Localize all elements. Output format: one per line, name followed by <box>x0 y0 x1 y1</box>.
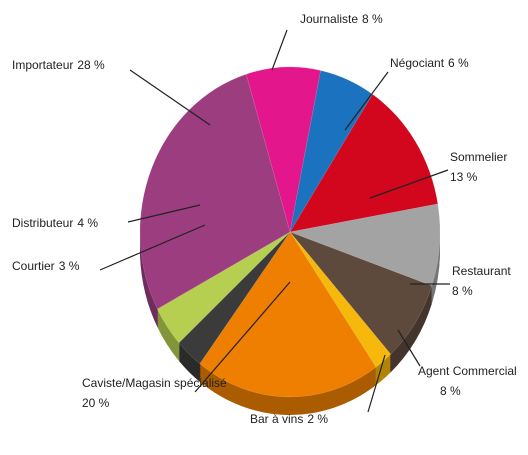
leader-line <box>99 224 206 271</box>
pie-slice <box>199 231 377 398</box>
value-label: 20 % <box>82 396 110 410</box>
pie-slice <box>139 73 291 310</box>
slice-label: Sommelier <box>450 150 507 164</box>
leader-line <box>127 204 201 223</box>
pie-slice <box>289 231 433 355</box>
value-label: 8 % <box>452 284 473 298</box>
leader-line <box>194 281 291 393</box>
leader-line <box>271 29 288 71</box>
leader-line <box>397 329 421 367</box>
value-label: 8 % <box>362 12 383 26</box>
value-label: 4 % <box>77 216 98 230</box>
slice-label: Bar à vins <box>250 412 303 426</box>
slice-label: Journaliste <box>300 12 358 26</box>
slice-label: Caviste/Magasin spécialisé <box>82 376 227 390</box>
slice-label: Agent Commercial <box>418 364 517 378</box>
value-label: 2 % <box>307 412 328 426</box>
leader-line <box>129 69 211 126</box>
pie-slice <box>289 203 441 287</box>
slice-label: Distributeur <box>12 216 73 230</box>
pie-slice <box>178 231 291 365</box>
pie-slice <box>156 231 291 344</box>
value-label: 28 % <box>77 58 105 72</box>
value-label: 6 % <box>448 56 469 70</box>
slice-label: Courtier <box>12 259 55 273</box>
pie-slice <box>289 70 373 233</box>
slice-label: Importateur <box>12 58 73 72</box>
leader-line <box>369 169 449 199</box>
value-label: 3 % <box>59 259 80 273</box>
pie-slice <box>289 93 439 233</box>
value-label: 8 % <box>440 384 461 398</box>
pie-slice <box>245 66 321 233</box>
leader-line <box>367 354 386 413</box>
slice-label: Restaurant <box>452 264 511 278</box>
value-label: 13 % <box>450 170 478 184</box>
leader-line <box>344 71 389 131</box>
slice-label: Négociant <box>390 56 445 70</box>
